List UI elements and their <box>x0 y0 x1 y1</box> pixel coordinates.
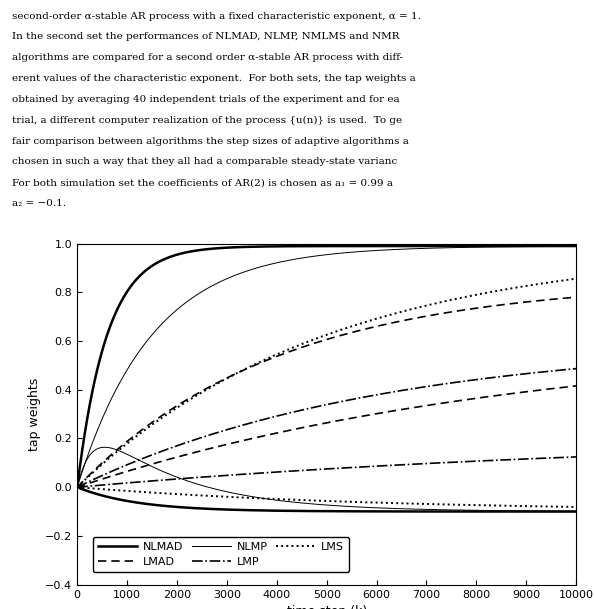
Legend: NLMAD, LMAD, NLMP, LMP, LMS: NLMAD, LMAD, NLMP, LMP, LMS <box>93 537 349 572</box>
Text: For both simulation set the coefficients of AR(2) is chosen as a₁ = 0.99 a: For both simulation set the coefficients… <box>12 178 393 187</box>
Text: trial, a different computer realization of the process {u(n)} is used.  To ge: trial, a different computer realization … <box>12 116 402 125</box>
X-axis label: time step (k): time step (k) <box>286 605 367 609</box>
Text: fair comparison between algorithms the step sizes of adaptive algorithms a: fair comparison between algorithms the s… <box>12 136 409 146</box>
Y-axis label: tap weights: tap weights <box>28 378 41 451</box>
Text: second-order α-stable AR process with a fixed characteristic exponent, α = 1.: second-order α-stable AR process with a … <box>12 12 421 21</box>
Text: In the second set the performances of NLMAD, NLMP, NMLMS and NMR: In the second set the performances of NL… <box>12 32 399 41</box>
Text: chosen in such a way that they all had a comparable steady-state varianc: chosen in such a way that they all had a… <box>12 157 397 166</box>
Text: obtained by averaging 40 independent trials of the experiment and for ea: obtained by averaging 40 independent tri… <box>12 95 400 104</box>
Text: algorithms are compared for a second order α-stable AR process with diff-: algorithms are compared for a second ord… <box>12 53 403 62</box>
Text: erent values of the characteristic exponent.  For both sets, the tap weights a: erent values of the characteristic expon… <box>12 74 416 83</box>
Text: a₂ = −0.1.: a₂ = −0.1. <box>12 199 66 208</box>
